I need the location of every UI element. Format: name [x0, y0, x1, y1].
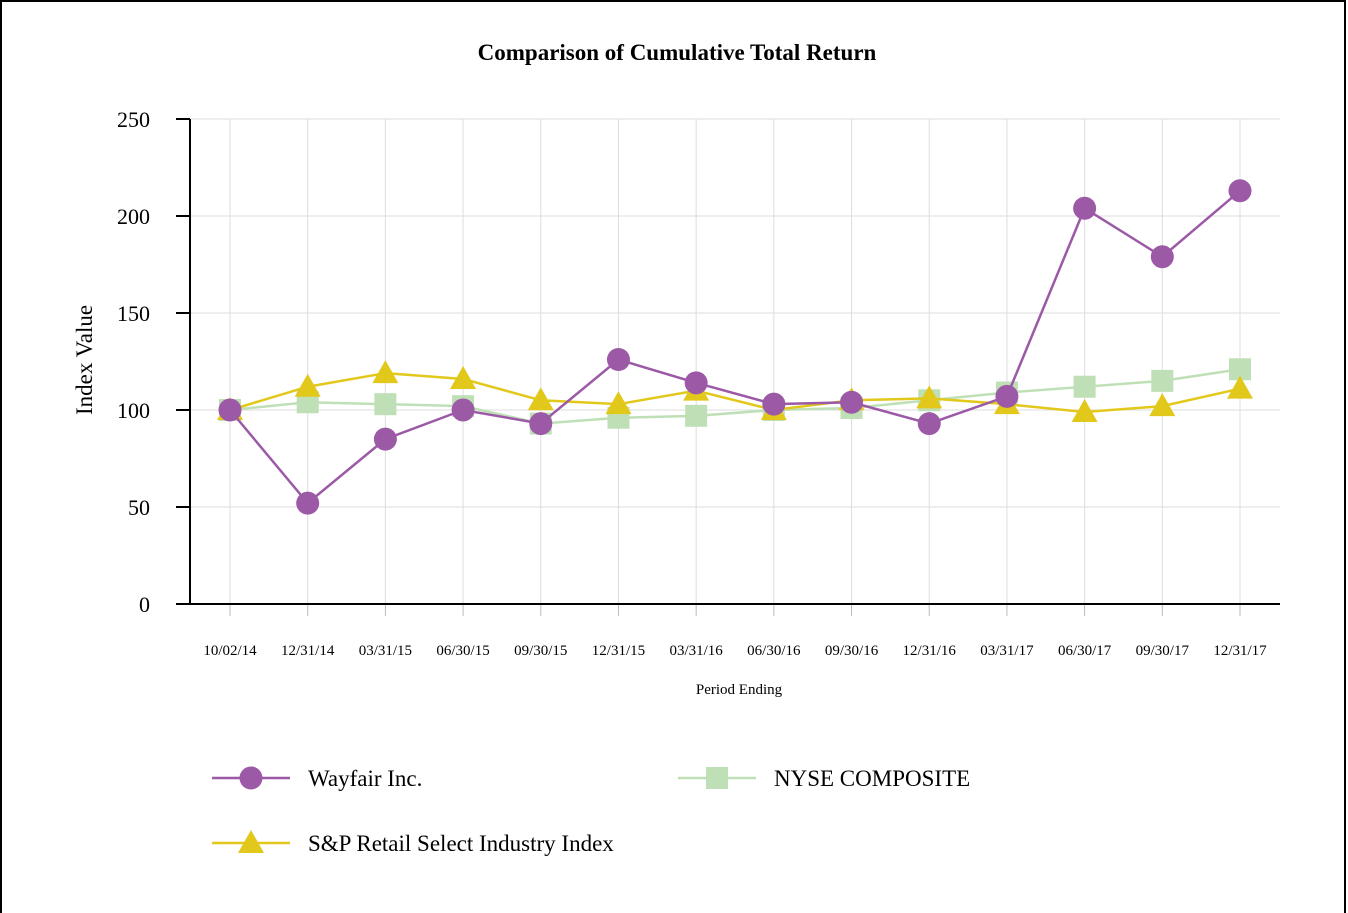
legend-label: Wayfair Inc. [308, 766, 422, 791]
data-point-square [374, 393, 397, 416]
x-tick-label: 03/31/15 [359, 643, 412, 659]
y-tick-label: 50 [128, 495, 150, 520]
data-point-circle [995, 384, 1019, 408]
data-point-square [1073, 375, 1096, 398]
legend-square-marker [706, 767, 728, 789]
data-point-square [1229, 358, 1251, 381]
series-line [229, 371, 1241, 414]
x-tick-label: 12/31/14 [281, 643, 335, 659]
series-circle [218, 179, 1252, 515]
y-tick-label: 250 [117, 107, 150, 132]
x-tick-label: 06/30/17 [1058, 643, 1112, 659]
x-tick-label: 09/30/16 [825, 643, 879, 659]
data-point-circle [1150, 245, 1174, 269]
data-point-circle [840, 390, 864, 414]
data-point-circle [218, 398, 242, 422]
series-square [219, 358, 1251, 435]
data-point-triangle [450, 365, 477, 389]
data-point-circle [762, 392, 786, 416]
series-line [229, 189, 1241, 505]
x-tick-labels: 10/02/14 12/31/14 03/31/15 06/30/15 09/30/15… [203, 643, 1267, 659]
series-line [229, 368, 1241, 425]
x-tick-label: 03/31/17 [980, 643, 1034, 659]
data-point-circle [373, 427, 397, 451]
legend-label: S&P Retail Select Industry Index [308, 831, 614, 856]
x-tick-label: 09/30/15 [514, 643, 567, 659]
data-point-triangle [372, 360, 399, 384]
legend-item: Wayfair Inc. [212, 766, 422, 791]
data-point-circle [296, 491, 320, 515]
chart-title: Comparison of Cumulative Total Return [478, 40, 877, 65]
legend-triangle-marker [238, 830, 264, 853]
x-tick-label: 03/31/16 [669, 643, 723, 659]
legend-label: NYSE COMPOSITE [774, 766, 970, 791]
data-point-triangle [1071, 398, 1098, 422]
data-point-triangle [916, 385, 943, 409]
data-point-triangle [294, 373, 321, 397]
y-tick-label: 150 [117, 301, 150, 326]
x-tick-label: 09/30/17 [1136, 643, 1190, 659]
data-point-circle [684, 371, 708, 395]
data-point-triangle [527, 387, 554, 411]
data-point-triangle [1227, 375, 1253, 399]
legend: Wayfair Inc. NYSE COMPOSITE S&P Retail Sel… [212, 766, 970, 856]
data-point-circle [1228, 179, 1252, 203]
x-tick-label: 12/31/16 [903, 643, 957, 659]
data-point-circle [451, 398, 475, 422]
data-point-triangle [1149, 393, 1176, 417]
x-axis-label: Period Ending [696, 682, 783, 698]
x-tick-label: 06/30/15 [436, 643, 489, 659]
x-tick-label: 12/31/15 [592, 643, 645, 659]
y-tick-label: 200 [117, 204, 150, 229]
y-tick-label: 100 [117, 398, 150, 423]
legend-circle-marker [239, 766, 263, 790]
x-tick-label: 10/02/14 [203, 643, 257, 659]
legend-item: S&P Retail Select Industry Index [212, 830, 614, 856]
data-point-square [685, 404, 708, 427]
data-point-square [296, 391, 319, 414]
data-point-triangle [605, 391, 632, 415]
x-tick-label: 12/31/17 [1213, 643, 1267, 659]
data-point-square [1151, 369, 1174, 392]
data-point-circle [529, 412, 553, 436]
series [217, 179, 1253, 515]
y-tick-label: 0 [139, 592, 150, 617]
data-point-circle [917, 412, 941, 436]
y-tick-labels: 0 50 100 150 200 250 [117, 107, 150, 617]
data-point-circle [606, 348, 630, 372]
y-axis-label: Index Value [72, 305, 97, 415]
data-point-circle [1073, 196, 1097, 220]
x-tick-label: 06/30/16 [747, 643, 801, 659]
axes [176, 118, 1280, 616]
legend-item: NYSE COMPOSITE [678, 766, 970, 791]
grid [190, 118, 1280, 604]
